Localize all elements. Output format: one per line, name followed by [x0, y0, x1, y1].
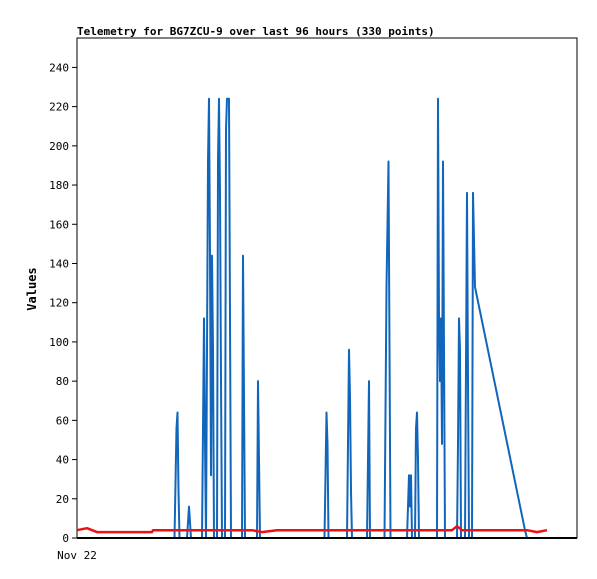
- y-tick-label: 220: [49, 101, 69, 114]
- y-tick-label: 0: [62, 532, 69, 545]
- y-tick-label: 80: [56, 375, 69, 388]
- series-line-2: [76, 524, 548, 534]
- y-tick-label: 60: [56, 414, 69, 427]
- y-ticks-group: 0 20 40 60 80 100 120 140 160 180 200 220 240: [49, 61, 77, 545]
- x-ticks-group: Nov 22: [57, 549, 97, 562]
- x-tick-label: Nov 22: [57, 549, 97, 562]
- y-tick-label: 180: [49, 179, 69, 192]
- y-tick-label: 160: [49, 218, 69, 231]
- y-tick-label: 40: [56, 454, 69, 467]
- y-tick-label: 200: [49, 140, 69, 153]
- y-tick-label: 100: [49, 336, 69, 349]
- y-tick-label: 120: [49, 297, 69, 310]
- y-tick-label: 240: [49, 61, 69, 74]
- chart-title: Telemetry for BG7ZCU-9 over last 96 hour…: [77, 25, 435, 38]
- y-axis-label: Values: [25, 267, 39, 310]
- y-tick-label: 140: [49, 257, 69, 270]
- y-tick-label: 20: [56, 493, 69, 506]
